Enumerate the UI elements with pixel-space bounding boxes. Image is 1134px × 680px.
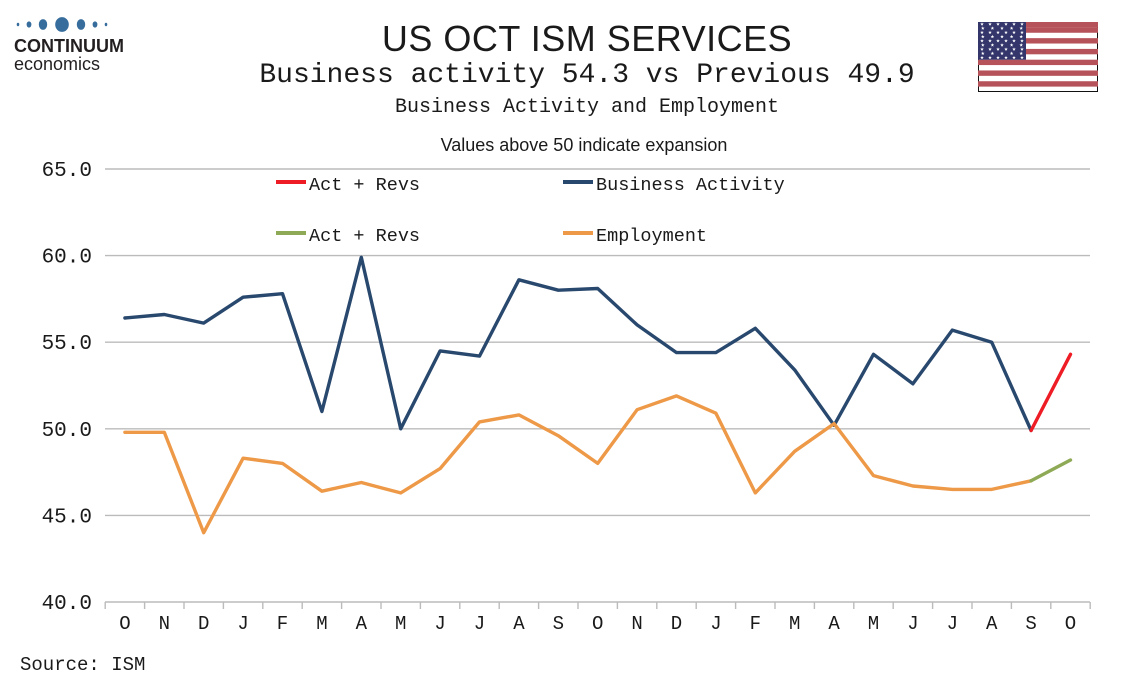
svg-text:55.0: 55.0 — [42, 333, 92, 356]
svg-text:50.0: 50.0 — [42, 420, 92, 443]
svg-text:J: J — [434, 613, 445, 635]
svg-text:Act + Revs: Act + Revs — [309, 175, 420, 196]
svg-text:Act + Revs: Act + Revs — [309, 226, 420, 247]
svg-text:M: M — [316, 613, 327, 635]
svg-text:F: F — [277, 613, 288, 635]
svg-text:O: O — [1065, 613, 1076, 635]
svg-text:45.0: 45.0 — [42, 506, 92, 529]
svg-text:A: A — [513, 613, 525, 635]
svg-text:Employment: Employment — [596, 226, 707, 247]
svg-text:J: J — [474, 613, 485, 635]
svg-text:Source: ISM: Source: ISM — [20, 654, 145, 676]
svg-text:40.0: 40.0 — [42, 593, 92, 616]
svg-text:S: S — [553, 613, 564, 635]
svg-text:A: A — [986, 613, 998, 635]
svg-text:M: M — [868, 613, 879, 635]
svg-text:Values above 50 indicate expan: Values above 50 indicate expansion — [441, 135, 728, 155]
svg-text:Business Activity: Business Activity — [596, 175, 785, 196]
svg-text:J: J — [947, 613, 958, 635]
svg-text:J: J — [710, 613, 721, 635]
svg-text:N: N — [631, 613, 642, 635]
svg-text:N: N — [159, 613, 170, 635]
svg-text:A: A — [356, 613, 368, 635]
svg-text:O: O — [592, 613, 603, 635]
svg-text:D: D — [671, 613, 682, 635]
svg-text:O: O — [119, 613, 130, 635]
svg-text:F: F — [750, 613, 761, 635]
svg-text:60.0: 60.0 — [42, 247, 92, 270]
svg-text:J: J — [237, 613, 248, 635]
svg-text:65.0: 65.0 — [42, 160, 92, 183]
svg-text:S: S — [1025, 613, 1036, 635]
svg-text:A: A — [828, 613, 840, 635]
svg-text:M: M — [789, 613, 800, 635]
svg-text:J: J — [907, 613, 918, 635]
svg-text:D: D — [198, 613, 209, 635]
svg-text:M: M — [395, 613, 406, 635]
